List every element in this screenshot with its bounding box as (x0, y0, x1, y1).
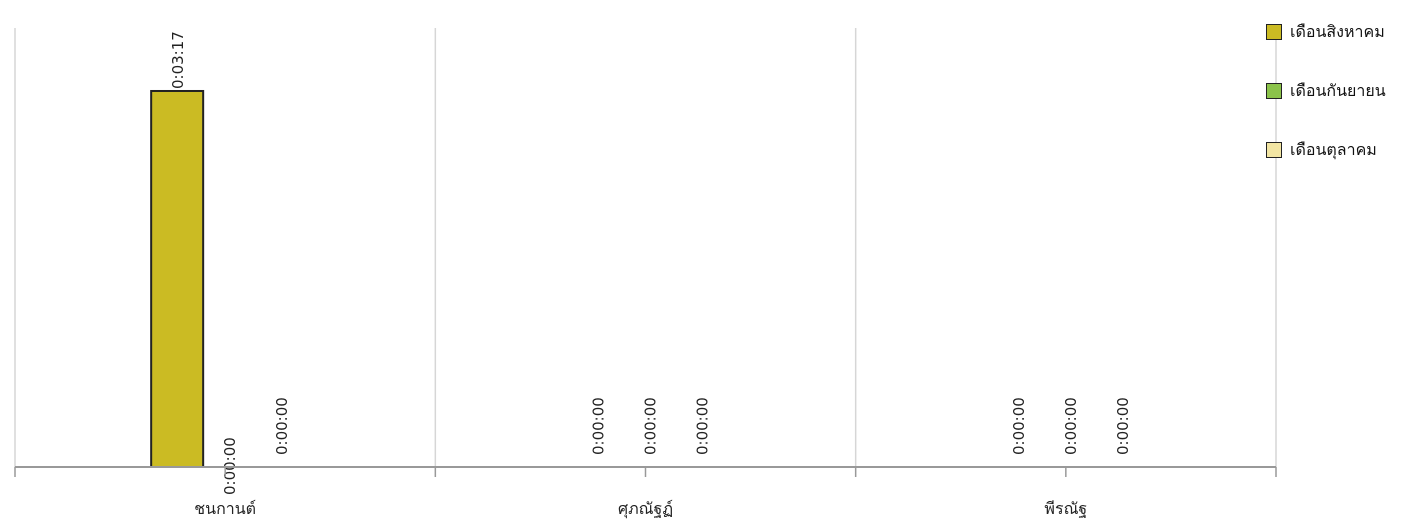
data-label: 0:00:00 (273, 397, 291, 455)
data-label: 0:00:00 (694, 397, 712, 455)
legend-label: เดือนตุลาคม (1290, 139, 1377, 159)
legend-item[interactable]: เดือนตุลาคม (1266, 140, 1406, 160)
data-label: 0:00:00 (642, 397, 660, 455)
legend-label: เดือนกันยายน (1290, 80, 1386, 100)
data-label: 0:00:00 (1062, 397, 1080, 455)
legend-item[interactable]: เดือนสิงหาคม (1266, 22, 1406, 42)
x-tick-label: ศุภณัฐฏ์ (618, 499, 673, 519)
legend-swatch (1266, 24, 1282, 40)
bar (150, 89, 205, 468)
data-label: 0:00:00 (590, 397, 608, 455)
data-label: 0:00:00 (1114, 397, 1132, 455)
data-label: 0:03:17 (169, 31, 187, 89)
x-tick-label: พีรณัฐ (1044, 499, 1087, 518)
chart-legend: เดือนสิงหาคม เดือนกันยายน เดือนตุลาคม (1266, 22, 1406, 199)
legend-swatch (1266, 142, 1282, 158)
data-label: 0:00:00 (1010, 397, 1028, 455)
legend-item[interactable]: เดือนกันยายน (1266, 81, 1406, 101)
x-tick-label: ชนกานต์ (194, 499, 256, 518)
legend-swatch (1266, 83, 1282, 99)
legend-label: เดือนสิงหาคม (1290, 21, 1385, 41)
